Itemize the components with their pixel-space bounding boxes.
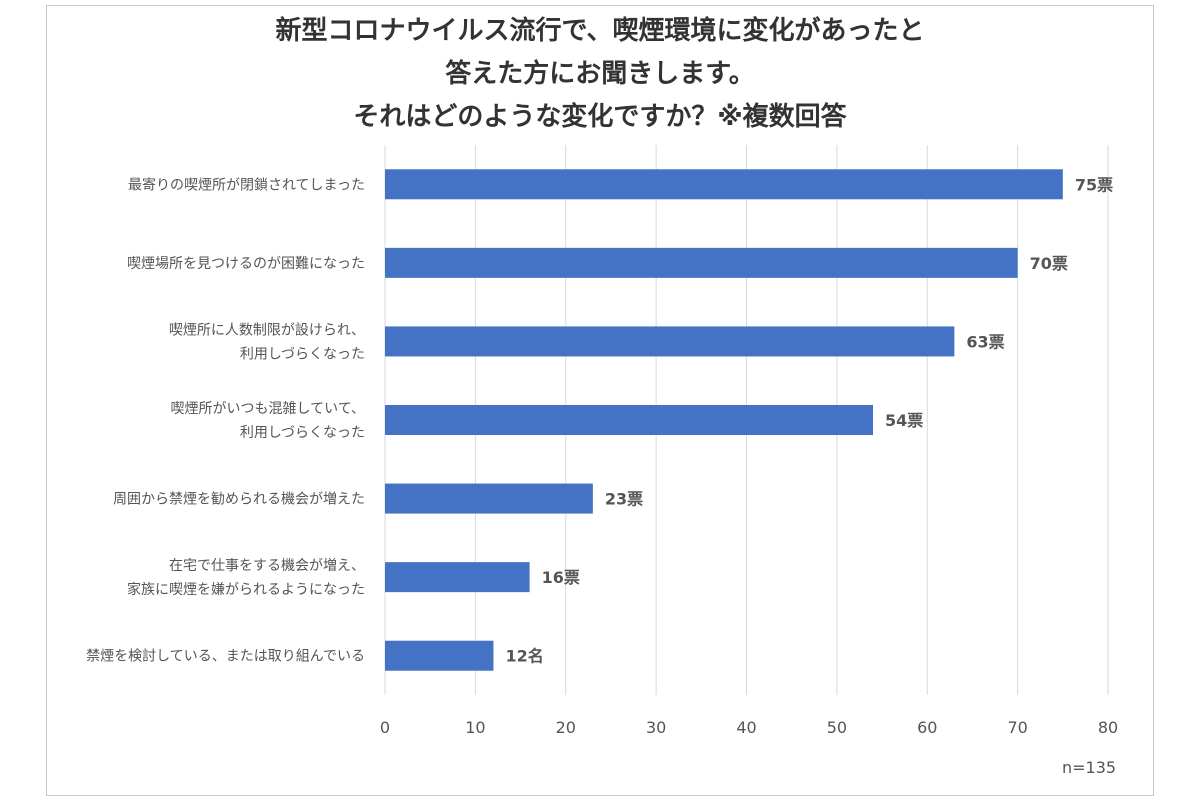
data-label: 54票 bbox=[885, 411, 923, 430]
category-label: 利用しづらくなった bbox=[240, 346, 365, 362]
data-label: 70票 bbox=[1030, 254, 1068, 273]
x-tick-label: 60 bbox=[917, 718, 937, 737]
category-label: 利用しづらくなった bbox=[240, 425, 365, 441]
x-tick-label: 80 bbox=[1098, 718, 1118, 737]
chart-title-line: それはどのような変化ですか？※複数回答 bbox=[353, 102, 847, 132]
x-tick-label: 10 bbox=[465, 718, 485, 737]
chart-title: 新型コロナウイルス流行で、喫煙環境に変化があったと 答えた方にお聞きします。 そ… bbox=[46, 10, 1154, 139]
category-label: 最寄りの喫煙所が閉鎖されてしまった bbox=[128, 176, 365, 193]
sample-size-note: n=135 bbox=[1062, 758, 1117, 777]
chart-title-line: 答えた方にお聞きします。 bbox=[445, 59, 755, 89]
bar bbox=[385, 562, 530, 593]
bar bbox=[385, 169, 1063, 200]
data-labels: 75票 70票 63票 54票 23票 16票 12名 bbox=[505, 175, 1113, 665]
category-labels: 最寄りの喫煙所が閉鎖されてしまった喫煙場所を見つけるのが困難になった喫煙所に人数… bbox=[86, 176, 365, 664]
bar bbox=[385, 247, 1018, 278]
data-label: 16票 bbox=[542, 568, 580, 587]
x-tick-label: 20 bbox=[556, 718, 576, 737]
bar bbox=[385, 326, 955, 357]
chart-title-line: 新型コロナウイルス流行で、喫煙環境に変化があったと bbox=[275, 16, 925, 46]
x-tick-label: 40 bbox=[736, 718, 756, 737]
data-label: 23票 bbox=[605, 490, 643, 509]
x-tick-label: 30 bbox=[646, 718, 666, 737]
data-label: 75票 bbox=[1075, 175, 1113, 194]
x-tick-label: 0 bbox=[380, 718, 390, 737]
x-tick-label: 50 bbox=[827, 718, 847, 737]
category-label: 家族に喫煙を嫌がられるようになった bbox=[127, 581, 365, 598]
category-label: 喫煙所に人数制限が設けられ、 bbox=[169, 322, 365, 338]
data-label: 12名 bbox=[505, 647, 543, 666]
category-label: 在宅で仕事をする機会が増え、 bbox=[169, 558, 365, 574]
bar bbox=[385, 640, 494, 671]
chart-frame bbox=[46, 5, 1154, 796]
data-label: 63票 bbox=[966, 332, 1004, 351]
bar bbox=[385, 405, 874, 435]
x-tick-label: 70 bbox=[1007, 718, 1027, 737]
category-label: 周囲から禁煙を勧められる機会が増えた bbox=[113, 491, 365, 508]
category-label: 禁煙を検討している、または取り組んでいる bbox=[86, 649, 365, 665]
x-tick-labels: 0 10 20 30 40 50 60 70 80 bbox=[380, 718, 1118, 737]
category-label: 喫煙所がいつも混雑していて、 bbox=[171, 401, 365, 417]
category-label: 喫煙場所を見つけるのが困難になった bbox=[127, 256, 365, 272]
bar bbox=[385, 483, 593, 514]
bars bbox=[385, 169, 1063, 671]
